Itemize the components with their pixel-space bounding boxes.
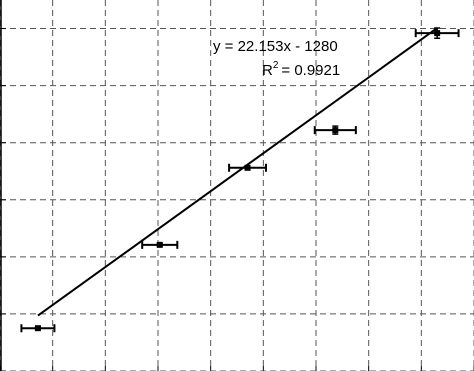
point [332,127,339,134]
r-squared: R2 = 0.9921 [262,60,340,79]
point [34,325,41,332]
r-squared-symbol: R [262,62,273,79]
point [434,30,441,37]
r-squared-power: 2 [273,60,279,71]
point [244,164,251,171]
trendline [37,27,438,317]
trendline-equation: y = 22.153x - 1280 [213,38,338,55]
point [156,241,163,248]
r-squared-value: = 0.9921 [281,62,340,79]
